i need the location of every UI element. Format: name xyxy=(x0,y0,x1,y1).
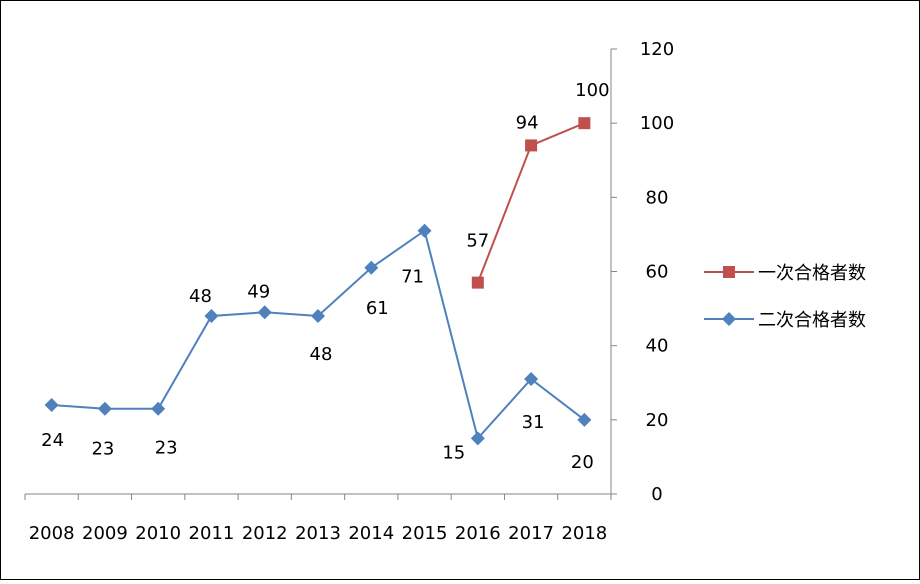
legend-item: 一次合格者数 xyxy=(704,263,866,284)
diamond-marker xyxy=(417,223,432,238)
data-label: 49 xyxy=(247,281,270,302)
y-tick-label: 60 xyxy=(646,262,669,283)
data-label: 20 xyxy=(571,452,594,473)
x-tick-label: 2016 xyxy=(455,523,501,544)
y-tick-label: 0 xyxy=(651,484,662,505)
square-marker xyxy=(525,139,538,152)
data-label: 100 xyxy=(575,80,609,101)
x-tick-label: 2008 xyxy=(29,523,75,544)
diamond-marker xyxy=(204,309,219,323)
y-tick-label: 20 xyxy=(646,410,669,431)
legend-item: 二次合格者数 xyxy=(704,310,866,331)
data-label: 48 xyxy=(310,344,333,365)
y-tick-label: 80 xyxy=(646,187,669,208)
diamond-marker xyxy=(524,372,539,387)
diamond-marker xyxy=(311,309,325,323)
square-marker xyxy=(578,117,591,130)
y-tick-label: 120 xyxy=(640,39,674,60)
diamond-marker xyxy=(44,398,59,412)
data-label: 61 xyxy=(366,298,389,319)
series-layer xyxy=(44,117,592,446)
x-tick-label: 2017 xyxy=(508,523,554,544)
diamond-marker xyxy=(722,312,736,326)
x-tick-label: 2013 xyxy=(295,523,341,544)
x-tick-label: 2009 xyxy=(82,523,128,544)
data-label: 94 xyxy=(516,112,539,133)
x-tick-label: 2010 xyxy=(135,523,181,544)
legend-label: 一次合格者数 xyxy=(758,263,866,284)
data-label: 15 xyxy=(442,442,465,463)
diamond-marker xyxy=(470,431,485,446)
data-labels: 57 94 100 24 23 23 48 49 48 61 71 15 31 20 xyxy=(41,80,609,473)
data-label: 71 xyxy=(401,267,424,288)
x-tick-label: 2018 xyxy=(561,523,607,544)
diamond-marker xyxy=(97,401,112,416)
data-label: 24 xyxy=(41,430,64,451)
square-marker xyxy=(471,276,484,289)
x-tick-label: 2014 xyxy=(348,523,394,544)
legend-label: 二次合格者数 xyxy=(758,310,866,331)
data-label: 23 xyxy=(155,438,178,459)
diamond-marker xyxy=(151,401,166,416)
x-tick-label: 2015 xyxy=(402,523,448,544)
square-marker xyxy=(723,266,735,278)
series-first-pass xyxy=(471,117,591,289)
y-tick-label: 100 xyxy=(640,113,674,134)
diamond-marker xyxy=(364,260,379,275)
data-label: 48 xyxy=(189,286,212,307)
x-tick-label: 2012 xyxy=(242,523,288,544)
x-tick-label: 2011 xyxy=(189,523,235,544)
data-label: 57 xyxy=(466,231,489,252)
y-tick-label: 40 xyxy=(646,336,669,357)
diamond-marker xyxy=(577,412,592,427)
diamond-marker xyxy=(257,305,272,320)
data-label: 31 xyxy=(522,412,545,433)
axes: 2008 2009 2010 2011 2012 2013 2014 2015 2016 2017… xyxy=(24,39,674,544)
series-second-pass xyxy=(44,223,592,446)
data-label: 23 xyxy=(91,439,114,460)
series-line xyxy=(51,229,585,441)
